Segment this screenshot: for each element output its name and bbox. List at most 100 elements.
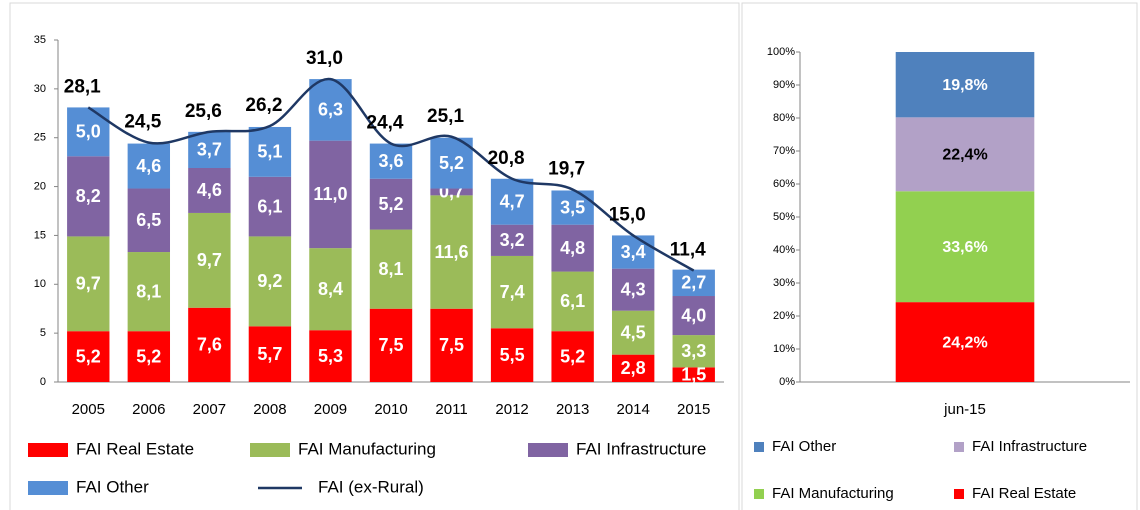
y-tick-label: 35 bbox=[34, 34, 46, 46]
data-label: 4,6 bbox=[197, 180, 222, 200]
legend-label: FAI Infrastructure bbox=[576, 439, 706, 458]
line-label: 24,5 bbox=[124, 112, 161, 133]
bar-segment bbox=[430, 308, 473, 382]
bar-segment bbox=[67, 331, 110, 382]
data-label: 3,4 bbox=[621, 242, 646, 262]
line bbox=[87, 77, 695, 272]
data-label: 6,5 bbox=[136, 210, 161, 230]
line-label: 25,6 bbox=[185, 101, 222, 122]
bar-segment bbox=[67, 107, 110, 157]
data-label: 2,8 bbox=[621, 358, 646, 378]
legend-label: FAI Real Estate bbox=[972, 485, 1076, 502]
y-tick-label: 15 bbox=[34, 229, 46, 241]
bar-segment bbox=[611, 235, 655, 269]
bar-segment bbox=[248, 176, 292, 237]
bar-segment bbox=[309, 330, 352, 382]
legend-label: FAI Manufacturing bbox=[298, 439, 436, 458]
data-label: 4,3 bbox=[621, 279, 646, 299]
legend-label: FAI Manufacturing bbox=[772, 485, 894, 502]
data-label: 9,7 bbox=[197, 250, 222, 270]
line-label: 31,0 bbox=[306, 48, 343, 69]
bar-segment bbox=[672, 335, 715, 368]
legend-label: FAI Other bbox=[772, 438, 836, 455]
data-label: 3,2 bbox=[500, 230, 525, 250]
bar-segment bbox=[309, 140, 352, 249]
line-label: 11,4 bbox=[670, 240, 706, 261]
data-label: 2,7 bbox=[681, 273, 706, 293]
line-label: 28,1 bbox=[64, 76, 101, 97]
legend-label: FAI Real Estate bbox=[76, 439, 194, 458]
bar-segment bbox=[67, 236, 110, 332]
y-tick-label: 25 bbox=[34, 132, 46, 144]
bar-segment bbox=[127, 143, 171, 189]
legend-swatch bbox=[754, 442, 764, 452]
y-tick-label: 20 bbox=[34, 180, 46, 192]
y-tick-label: 100% bbox=[767, 46, 795, 58]
y-tick-label: 5 bbox=[40, 327, 46, 339]
y-tick-label: 30 bbox=[34, 83, 46, 95]
bar-segment bbox=[369, 229, 413, 309]
y-tick-label: 30% bbox=[773, 277, 795, 289]
bar-segment bbox=[188, 131, 231, 169]
bar-segment bbox=[248, 326, 292, 382]
x-tick-label: jun-15 bbox=[943, 401, 986, 418]
data-label: 5,7 bbox=[257, 344, 282, 364]
data-label: 9,7 bbox=[76, 274, 101, 294]
data-label: 7,5 bbox=[439, 335, 464, 355]
data-label: 6,1 bbox=[257, 196, 282, 216]
y-tick-label: 20% bbox=[773, 310, 795, 322]
x-tick-label: 2006 bbox=[132, 401, 165, 418]
bar-segment bbox=[490, 255, 534, 329]
bar-segment bbox=[490, 224, 534, 256]
bar-segment bbox=[369, 308, 413, 382]
bar-segment bbox=[551, 190, 594, 225]
data-label: 5,3 bbox=[318, 346, 343, 366]
x-tick-label: 2011 bbox=[435, 401, 467, 418]
data-label: 8,1 bbox=[136, 281, 161, 301]
legend-swatch bbox=[754, 489, 764, 499]
bar-segment bbox=[188, 307, 231, 382]
bar-segment bbox=[490, 178, 534, 225]
bar-segment bbox=[551, 224, 594, 272]
legend-swatch bbox=[250, 443, 290, 457]
bar-segment bbox=[551, 331, 594, 382]
legend-swatch bbox=[28, 481, 68, 495]
data-label: 5,5 bbox=[500, 345, 525, 365]
y-tick-label: 70% bbox=[773, 145, 795, 157]
bar-segment bbox=[188, 168, 231, 213]
bar-segment bbox=[127, 188, 171, 253]
right-frame bbox=[741, 2, 1138, 510]
legend-swatch bbox=[528, 443, 568, 457]
y-tick-label: 0% bbox=[779, 376, 795, 388]
bar-segment bbox=[127, 252, 171, 332]
data-label: 3,5 bbox=[560, 197, 585, 217]
bar-segment bbox=[672, 269, 715, 297]
data-label: 3,7 bbox=[197, 140, 222, 160]
x-tick-label: 2009 bbox=[314, 401, 347, 418]
legend-label: FAI Other bbox=[76, 477, 149, 496]
data-label: 4,7 bbox=[500, 191, 525, 211]
data-label: 3,3 bbox=[681, 341, 706, 361]
data-label: 5,2 bbox=[136, 346, 161, 366]
data-label: 6,3 bbox=[318, 100, 343, 120]
data-label: 8,2 bbox=[76, 186, 101, 206]
line-label: 20,8 bbox=[488, 148, 525, 169]
bar-segment bbox=[895, 117, 1035, 192]
legend-label: FAI (ex-Rural) bbox=[318, 477, 424, 496]
bar-segment bbox=[127, 331, 171, 382]
x-tick-label: 2014 bbox=[616, 401, 649, 418]
data-label: 11,0 bbox=[313, 184, 347, 204]
data-label: 5,1 bbox=[257, 142, 282, 162]
y-tick-label: 60% bbox=[773, 178, 795, 190]
line-label: 19,7 bbox=[548, 159, 585, 180]
data-label: 6,1 bbox=[560, 291, 585, 311]
y-tick-label: 10% bbox=[773, 343, 795, 355]
bar-segment bbox=[430, 137, 473, 189]
data-label: 4,0 bbox=[681, 305, 706, 325]
bar-segment bbox=[369, 143, 413, 179]
x-tick-label: 2010 bbox=[374, 401, 407, 418]
bar-segment bbox=[430, 195, 473, 309]
data-label: 5,2 bbox=[378, 194, 403, 214]
data-label: 9,2 bbox=[257, 271, 282, 291]
left-frame bbox=[9, 2, 740, 510]
